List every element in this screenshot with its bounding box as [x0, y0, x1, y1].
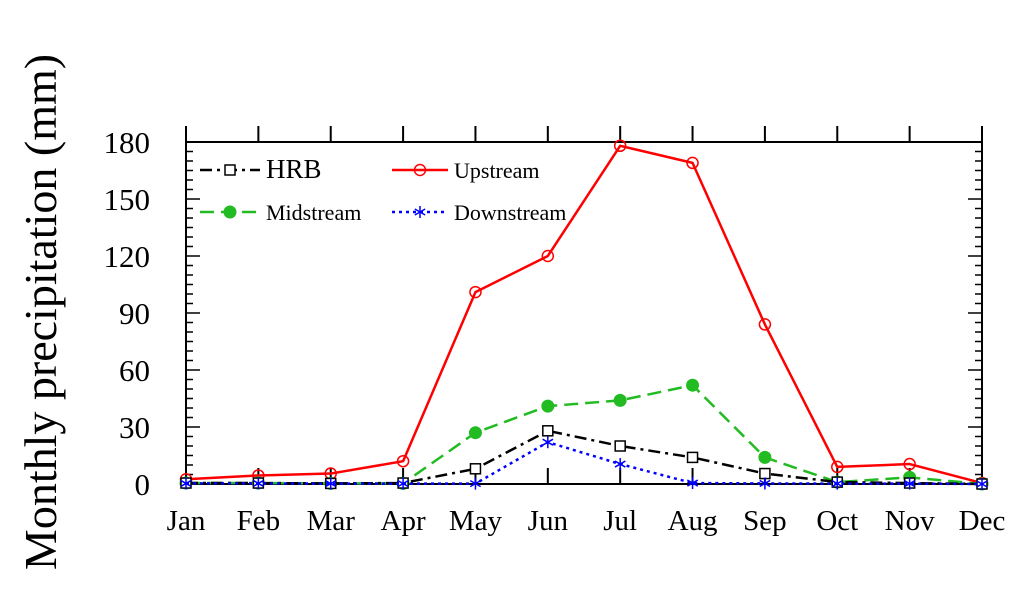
legend-marker-hrb — [224, 164, 236, 176]
x-tick-label: Apr — [381, 505, 426, 537]
y-tick-label: 0 — [135, 467, 151, 502]
x-tick-label: Jul — [603, 505, 637, 537]
legend-label-downstream: Downstream — [454, 200, 566, 225]
x-tick-label: Sep — [743, 505, 787, 537]
y-tick-label: 120 — [104, 239, 151, 274]
data-point-downstream — [614, 458, 626, 471]
data-point-hrb — [542, 425, 554, 437]
data-point-downstream — [252, 477, 264, 490]
data-point-midstream — [758, 450, 772, 464]
x-tick-label: Feb — [237, 505, 281, 537]
data-point-downstream — [180, 477, 192, 490]
x-tick-label: Jun — [528, 505, 569, 537]
data-point-upstream — [613, 139, 627, 153]
data-point-downstream — [976, 478, 988, 490]
data-point-hrb — [469, 463, 482, 475]
data-point-upstream — [758, 318, 772, 331]
data-point-midstream — [468, 426, 482, 440]
data-point-upstream — [903, 457, 916, 471]
legend-label-midstream: Midstream — [266, 200, 361, 225]
data-point-downstream — [542, 436, 554, 449]
y-tick-label: 60 — [119, 353, 150, 388]
legend: HRB Upstream Midstream Downstream — [200, 154, 566, 225]
series-line-downstream — [186, 440, 983, 486]
y-axis-label: Monthly precipitation (mm) — [15, 54, 66, 570]
data-point-downstream — [397, 477, 409, 490]
data-point-downstream — [831, 477, 843, 490]
data-point-downstream — [325, 477, 337, 490]
data-point-upstream — [686, 156, 699, 170]
data-point-upstream — [396, 454, 410, 468]
data-point-midstream — [541, 399, 555, 413]
series-downstream — [180, 436, 988, 490]
x-tick-label: May — [449, 505, 503, 537]
legend-marker-upstream — [413, 163, 427, 177]
data-point-midstream — [686, 378, 700, 392]
series-upstream — [179, 139, 989, 490]
data-point-downstream — [759, 477, 771, 490]
y-tick-label: 180 — [104, 125, 151, 160]
data-point-hrb — [686, 451, 699, 464]
data-point-upstream — [469, 285, 482, 299]
plot-frame — [185, 141, 983, 485]
data-point-downstream — [904, 477, 916, 490]
data-point-upstream — [541, 249, 555, 263]
y-tick-label: 30 — [119, 410, 150, 445]
x-tick-label: Nov — [885, 505, 935, 537]
y-tick-label: 150 — [104, 182, 151, 217]
legend-marker-downstream — [414, 206, 426, 218]
x-tick-label: Jan — [167, 505, 206, 537]
data-point-downstream — [469, 477, 482, 490]
x-tick-label: Aug — [668, 505, 718, 537]
y-tick-label: 90 — [119, 296, 150, 331]
data-point-hrb — [759, 467, 771, 480]
data-point-hrb — [614, 440, 626, 452]
legend-label-upstream: Upstream — [454, 158, 540, 183]
data-point-midstream — [613, 393, 627, 407]
x-tick-label: Dec — [959, 505, 1006, 537]
x-tick-label: Oct — [816, 505, 858, 537]
data-point-upstream — [831, 460, 844, 474]
series-line-hrb — [186, 429, 983, 486]
series-line-midstream — [186, 383, 983, 486]
data-point-downstream — [686, 477, 699, 490]
series-line-upstream — [185, 144, 983, 485]
legend-marker-midstream — [223, 205, 237, 219]
x-tick-label: Mar — [307, 505, 356, 537]
legend-label-hrb: HRB — [266, 154, 322, 184]
